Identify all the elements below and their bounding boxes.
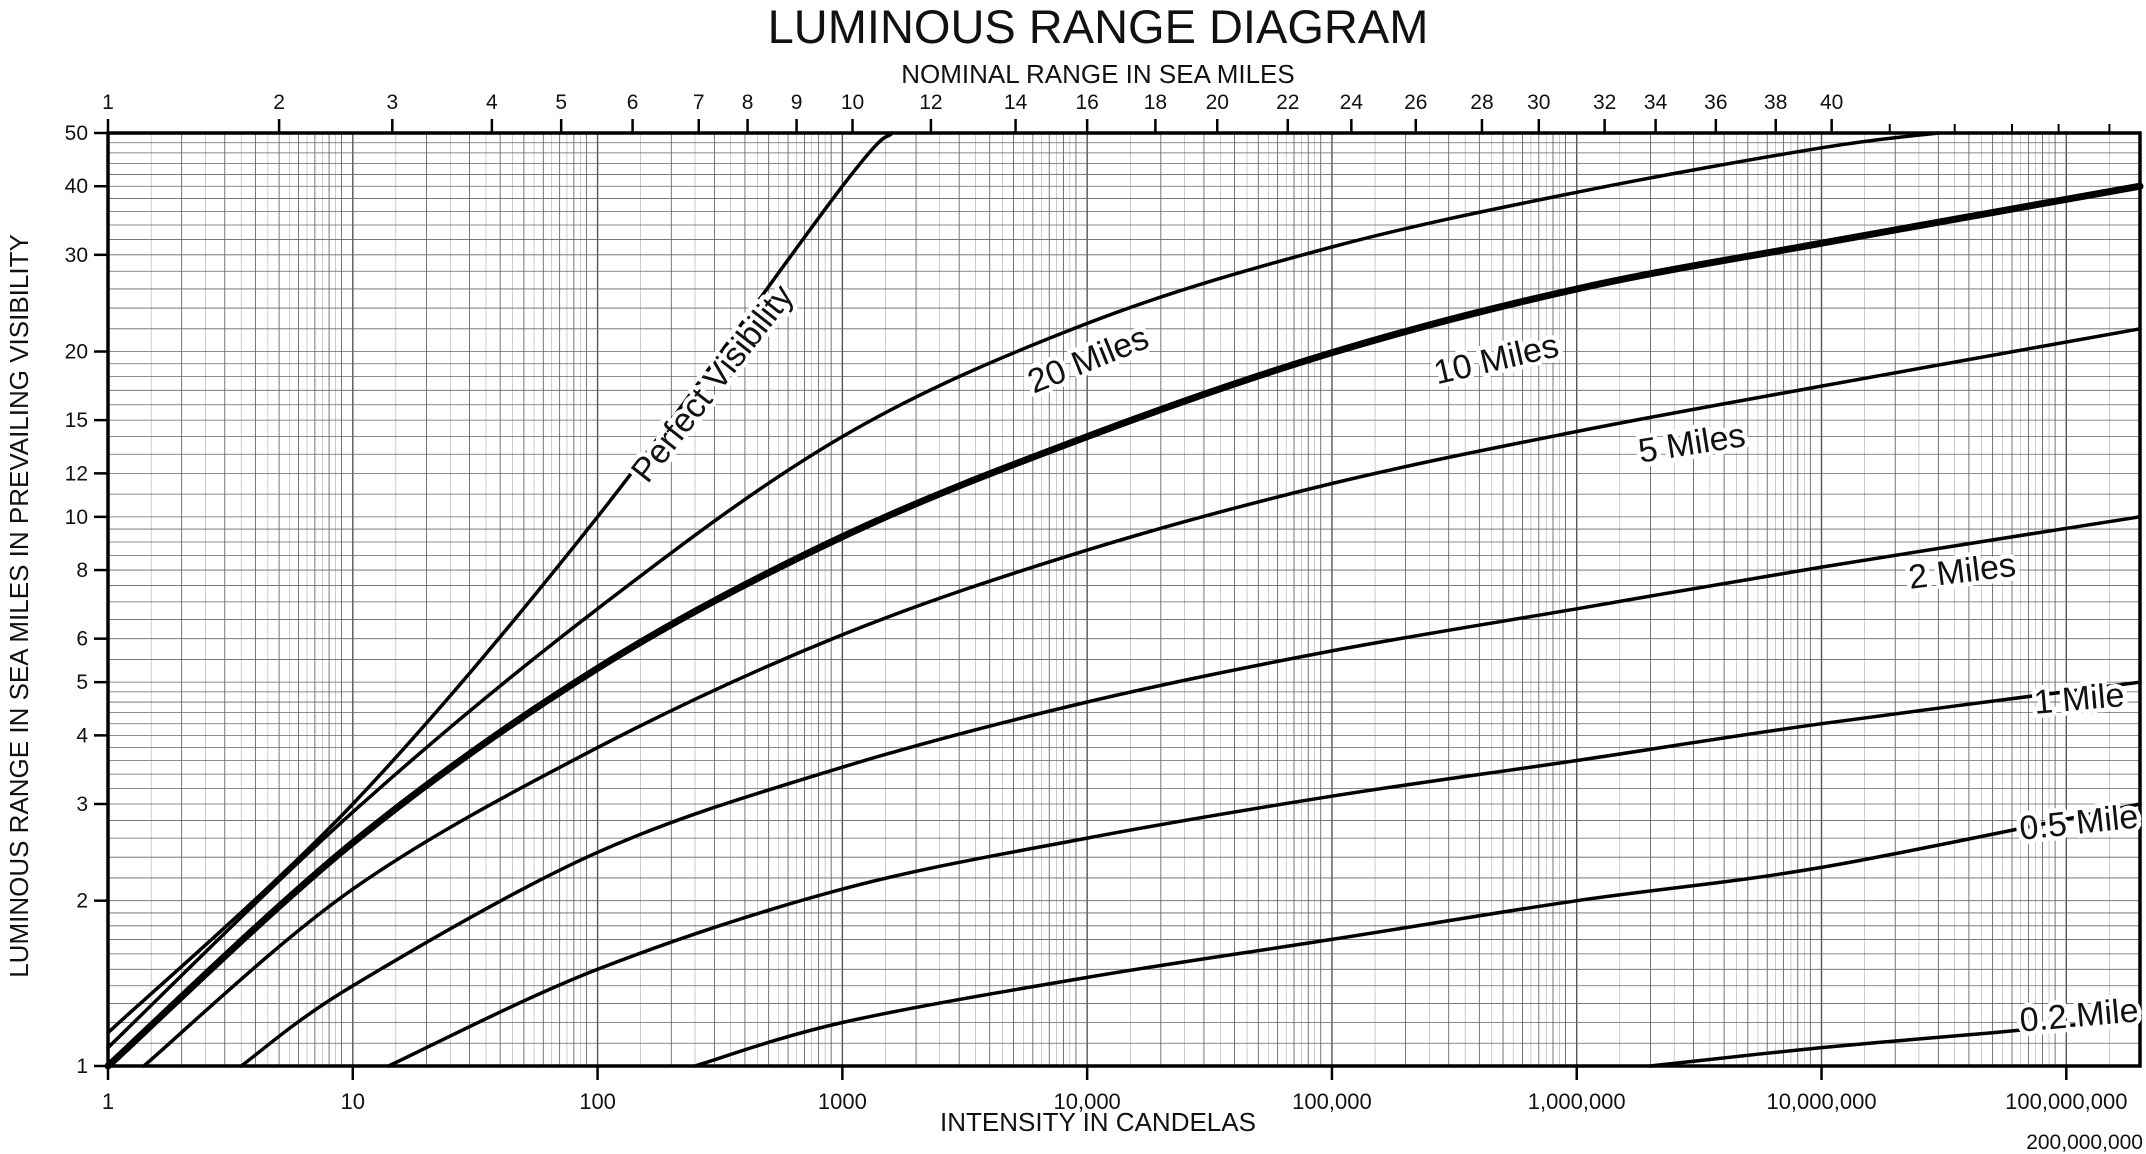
plot-frame	[106, 131, 2142, 1068]
top-tick-label: 14	[1004, 91, 1028, 114]
curve-2-miles	[239, 515, 2142, 1068]
y-tick-label: 5	[76, 671, 88, 694]
top-tick-label: 22	[1276, 91, 1299, 114]
y-tick-label: 12	[65, 462, 88, 485]
top-axis-label: NOMINAL RANGE IN SEA MILES	[901, 59, 1294, 89]
y-axis-label: LUMINOUS RANGE IN SEA MILES IN PREVAILIN…	[4, 234, 34, 978]
x-axis-label: INTENSITY IN CANDELAS	[940, 1107, 1256, 1137]
x-tick-label: 10	[341, 1089, 365, 1114]
top-tick-label: 4	[486, 91, 498, 114]
label-0-5-mile: 0.5 Mile	[2018, 798, 2140, 848]
top-tick-label: 10	[841, 91, 864, 114]
label-perfect-visibility: Perfect Visibility	[624, 278, 801, 490]
top-tick-label: 16	[1075, 91, 1098, 114]
top-tick-label: 36	[1704, 91, 1727, 114]
curve-5-miles	[142, 327, 2142, 1068]
curve-0-2-mile	[1648, 1016, 2142, 1068]
top-tick-label: 26	[1404, 91, 1427, 114]
y-tick-label: 40	[65, 175, 88, 198]
y-tick-label: 10	[65, 506, 88, 529]
x-tick-label: 10,000,000	[1766, 1089, 1876, 1114]
curve-1-mile	[386, 680, 2142, 1068]
y-tick-label: 2	[76, 890, 88, 913]
top-tick-label: 32	[1593, 91, 1616, 114]
label-0-2-mile: 0.2 Mile	[2018, 991, 2140, 1039]
y-tick-label: 6	[76, 628, 88, 651]
top-tick-label: 12	[919, 91, 942, 114]
curve-0-5-mile	[693, 802, 2142, 1068]
top-tick-label: 40	[1820, 91, 1843, 114]
x-tick-label: 10,000	[1054, 1089, 1121, 1114]
y-tick-label: 1	[76, 1055, 88, 1078]
top-tick-label: 6	[627, 91, 639, 114]
top-tick-label: 28	[1470, 91, 1493, 114]
curve-10-miles	[104, 182, 2144, 1070]
y-tick-label: 30	[65, 244, 88, 267]
top-tick-label: 18	[1144, 91, 1167, 114]
y-tick-label: 3	[76, 793, 88, 816]
y-tick-label: 15	[65, 409, 88, 432]
y-tick-label: 20	[65, 341, 88, 364]
top-tick-label: 1	[102, 91, 114, 114]
y-tick-label: 4	[76, 724, 88, 747]
grid	[107, 132, 2141, 1067]
label-20-miles: 20 Miles	[1022, 319, 1154, 402]
top-tick-label: 8	[742, 91, 754, 114]
label-5-miles: 5 Miles	[1636, 416, 1748, 470]
top-tick-label: 24	[1340, 91, 1364, 114]
x-tick-label: 1000	[818, 1089, 867, 1114]
top-tick-label: 5	[555, 91, 567, 114]
top-tick-label: 34	[1644, 91, 1668, 114]
x-tick-label: 100	[579, 1089, 616, 1114]
plot-border	[106, 131, 2142, 1068]
x-end-label: 200,000,000	[2026, 1131, 2143, 1154]
label-10-miles: 10 Miles	[1430, 327, 1562, 393]
top-tick-label: 20	[1206, 91, 1229, 114]
ticks: 1 10 100 1000 10,000 100,000 1,000,000 10,000,0…	[65, 91, 2128, 1114]
top-tick-label: 3	[386, 91, 398, 114]
label-1-mile: 1 Mile	[2032, 676, 2126, 722]
curve-20-miles	[106, 131, 1941, 1050]
curves	[104, 131, 2144, 1070]
y-tick-label: 8	[76, 559, 88, 582]
x-tick-label: 100,000,000	[2005, 1089, 2127, 1114]
x-tick-label: 1,000,000	[1528, 1089, 1626, 1114]
x-tick-label: 1	[102, 1089, 114, 1114]
chart-title: LUMINOUS RANGE DIAGRAM	[768, 0, 1429, 53]
top-tick-label: 7	[693, 91, 705, 114]
x-tick-label: 100,000	[1292, 1089, 1372, 1114]
top-tick-label: 30	[1527, 91, 1550, 114]
curve-labels: Perfect Visibility 20 Miles 10 Miles 5 Mile…	[619, 273, 2144, 1044]
y-tick-label: 50	[65, 122, 88, 145]
label-2-miles: 2 Miles	[1906, 546, 2018, 597]
curve-perfect-visibility	[106, 131, 895, 1035]
top-tick-label: 9	[791, 91, 803, 114]
top-tick-label: 38	[1764, 91, 1787, 114]
top-tick-label: 2	[273, 91, 285, 114]
